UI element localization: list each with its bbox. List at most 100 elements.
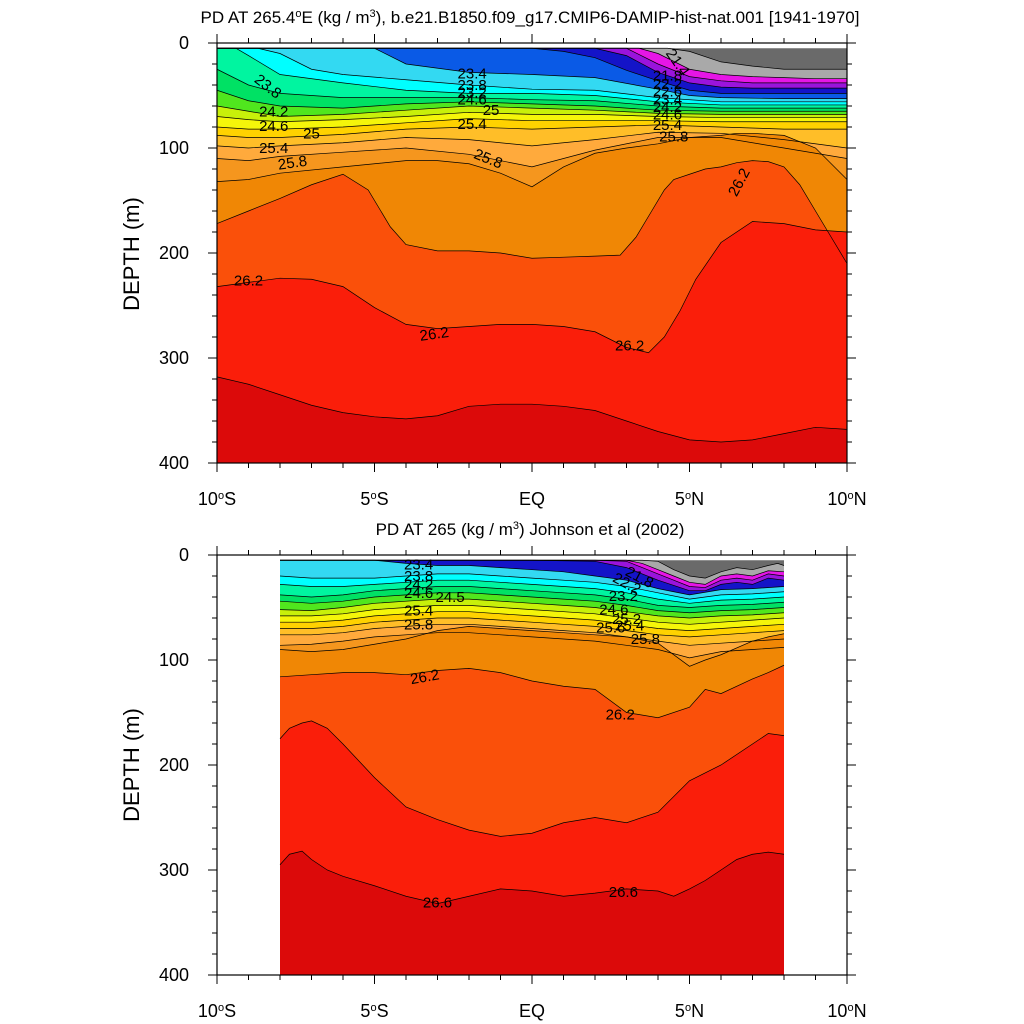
contour-line — [280, 611, 785, 631]
contour-line — [217, 47, 847, 103]
contour-line — [279, 573, 785, 600]
y-tick-label: 200 — [159, 243, 189, 263]
contour-fill-26-2 — [217, 221, 847, 463]
contour-line — [279, 592, 785, 614]
contour-line — [216, 376, 848, 443]
contour-line — [279, 586, 785, 608]
contour-line — [216, 160, 848, 264]
contour-label: 24.6 — [404, 585, 433, 602]
chart-panel-observed: 23.423.824.224.6 24.525.425.821.822.223.2… — [119, 520, 867, 1021]
x-tick-label: 10oS — [198, 489, 236, 509]
y-tick-label: 100 — [159, 138, 189, 158]
contour-label: 26.2 — [606, 707, 635, 724]
contour-line — [217, 47, 847, 94]
contour-line — [279, 579, 785, 604]
contour-line — [216, 137, 848, 168]
contour-line — [279, 598, 785, 619]
contour-label: 24.2 — [404, 576, 433, 593]
y-tick-label: 400 — [159, 965, 189, 985]
contour-label: 25.8 — [277, 153, 308, 174]
contour-label: 26.6 — [423, 895, 452, 912]
contour-line — [279, 632, 785, 659]
contour-label: 21.8 — [653, 68, 682, 85]
x-tick-label: 10oN — [827, 489, 866, 509]
contour-label: 23.4 — [458, 65, 487, 82]
contour-line — [279, 720, 785, 837]
y-tick-label: 100 — [159, 650, 189, 670]
plot-area: 23.423.824.224.6 24.525.425.821.822.223.2… — [208, 546, 856, 984]
contour-label: 24.6 — [458, 92, 487, 109]
contour-line — [216, 111, 847, 123]
contour-line — [216, 68, 847, 109]
contour-label: 25.4 — [259, 140, 288, 157]
contour-label: 25.4 — [404, 603, 433, 620]
contour-label: 26.2 — [615, 337, 644, 354]
contour-label: 22.2 — [653, 76, 682, 93]
contour-label: 24.6 — [259, 118, 288, 135]
contour-label: 23.8 — [458, 77, 487, 94]
x-tick-label: 10oN — [827, 1001, 866, 1021]
x-tick-label: 10oS — [198, 1001, 236, 1021]
contour-label: 25.8 — [659, 128, 688, 145]
y-tick-label: 400 — [159, 453, 189, 473]
contour-fill-26-6 — [280, 851, 784, 975]
chart-panel-model: 23.824.224.6 2525.425.826.226.226.223.423… — [119, 8, 867, 509]
y-tick-label: 0 — [179, 33, 189, 53]
contour-label: 23.2 — [609, 588, 638, 605]
contour-label: 24.5 — [435, 589, 464, 606]
y-tick-label: 300 — [159, 348, 189, 368]
contour-label: 26.2 — [409, 666, 441, 688]
x-tick-label: 5oN — [675, 1001, 704, 1021]
chart-title: PD AT 265 (kg / m3) Johnson et al (2002) — [376, 520, 685, 539]
contour-label: 26.2 — [419, 324, 450, 345]
contour-line — [280, 559, 785, 592]
contour-line — [216, 118, 847, 130]
contour-line — [280, 617, 785, 638]
contour-line — [216, 89, 847, 112]
contour-line — [216, 105, 847, 117]
x-tick-label: 5oN — [675, 489, 704, 509]
x-tick-label: 5oS — [360, 489, 388, 509]
contour-label: 26.2 — [234, 272, 263, 289]
contour-line — [216, 221, 848, 354]
contour-label: 25 — [303, 125, 320, 142]
x-tick-label: EQ — [519, 489, 545, 509]
x-tick-label: EQ — [519, 1001, 545, 1021]
contour-label: 23.4 — [404, 556, 433, 573]
contour-label: 22.6 — [653, 83, 682, 100]
contour-label: 26.6 — [609, 884, 638, 901]
contour-label: 24.6 — [599, 602, 628, 619]
contour-label: 25.2 — [612, 611, 641, 628]
contour-line — [280, 605, 785, 625]
contour-line — [279, 850, 785, 904]
contour-label: 24.2 — [259, 103, 288, 120]
y-tick-label: 200 — [159, 755, 189, 775]
contour-label: 23.4 — [653, 92, 682, 109]
plot-area: 23.824.224.6 2525.425.826.226.226.223.423… — [208, 34, 856, 472]
contour-label: 24.2 — [653, 99, 682, 116]
contour-label: 25.4 — [653, 117, 682, 134]
y-tick-label: 300 — [159, 860, 189, 880]
contour-line — [279, 664, 785, 719]
contour-label: 25.4 — [458, 116, 487, 133]
chart-title: PD AT 265.4oE (kg / m3), b.e21.B1850.f09… — [201, 8, 860, 27]
contour-label: 25 — [483, 102, 500, 119]
contour-label: 24.6 — [653, 106, 682, 123]
y-axis-title: DEPTH (m) — [119, 197, 144, 311]
contour-line — [216, 132, 848, 188]
y-axis-title: DEPTH (m) — [119, 708, 144, 822]
x-tick-label: 5oS — [360, 1001, 388, 1021]
contour-line — [280, 559, 785, 596]
contour-line — [280, 623, 785, 646]
contour-label: 25.8 — [631, 631, 660, 648]
contour-line — [217, 47, 847, 99]
contour-label: 25.6 — [596, 619, 625, 636]
contour-label: 25.8 — [404, 616, 433, 633]
contour-label: 23.2 — [458, 84, 487, 101]
contour-line — [216, 124, 847, 138]
contour-line — [217, 47, 847, 106]
y-tick-label: 0 — [179, 545, 189, 565]
contour-label: 23.8 — [404, 568, 433, 585]
contour-fill-26-4 — [217, 376, 847, 463]
